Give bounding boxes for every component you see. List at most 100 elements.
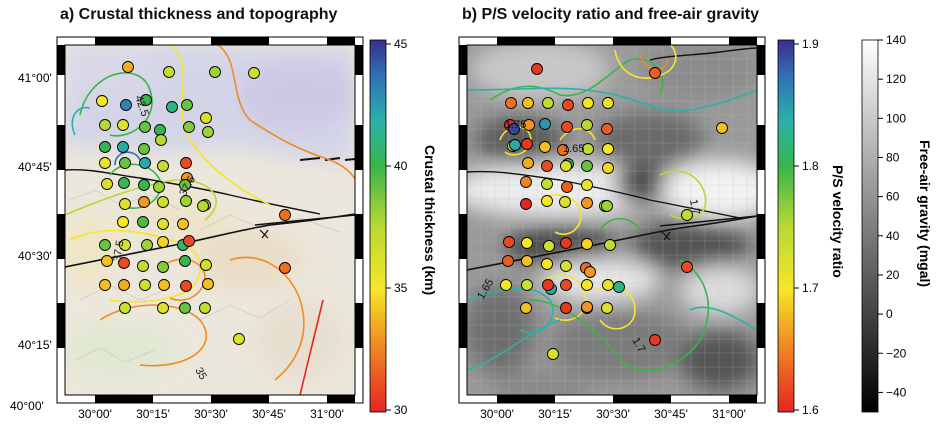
station-marker (581, 301, 593, 313)
station-marker (500, 279, 512, 291)
station-marker (520, 198, 532, 210)
station-marker (561, 181, 573, 193)
station-marker (557, 144, 569, 156)
lon-tick-label: 30°30' (596, 407, 630, 421)
contour-label: 35 (192, 366, 209, 383)
lat-tick-label: 40°30' (18, 249, 52, 263)
contour-label: 1.75 (505, 119, 526, 131)
colorbar-tick: 40 (886, 229, 900, 243)
station-marker (541, 258, 553, 270)
colorbar-tick: 20 (886, 268, 900, 282)
station-marker (137, 260, 149, 272)
station-marker (582, 143, 594, 155)
station-marker (649, 67, 661, 79)
station-marker (508, 123, 520, 135)
station-marker (541, 160, 553, 172)
lon-tick-label: 30°45' (252, 407, 286, 421)
colorbar-label: Crustal thickness (km) (422, 145, 438, 295)
station-marker (179, 179, 191, 191)
lat-tick-label: 40°00' (10, 399, 44, 413)
station-marker (157, 261, 169, 273)
station-marker (96, 95, 108, 107)
lon-tick-label: 30°15' (136, 407, 170, 421)
station-marker (138, 143, 150, 155)
colorbar-label: Free-air gravity (mgal) (917, 140, 933, 287)
colorbar-tick: 120 (886, 72, 906, 86)
lon-tick-label: 30°00' (78, 407, 112, 421)
station-marker (99, 157, 111, 169)
station-marker (649, 334, 661, 346)
station-marker (101, 178, 113, 190)
station-marker (560, 279, 572, 291)
station-marker (122, 61, 134, 73)
station-marker (502, 255, 514, 267)
vp-vs-colorbar: 1.9 1.8 1.7 1.6 P/S velocity ratio (777, 37, 846, 417)
station-marker (179, 302, 191, 314)
station-marker (154, 124, 166, 136)
station-marker (158, 279, 170, 291)
lon-tick-label: 30°15' (538, 407, 572, 421)
station-marker (99, 239, 111, 251)
station-marker (180, 195, 192, 207)
station-marker (602, 97, 614, 109)
station-marker (197, 200, 209, 212)
station-marker (604, 239, 616, 251)
contour-label: 37.5 (111, 239, 127, 262)
station-marker (505, 97, 517, 109)
crustal-thickness-colorbar: 45 40 35 30 Crustal thickness (km) (369, 37, 438, 417)
station-marker (581, 238, 593, 250)
station-marker (139, 279, 151, 291)
station-marker (582, 97, 594, 109)
station-marker (181, 99, 193, 111)
colorbar-tick: 0 (886, 307, 893, 321)
station-marker (117, 141, 129, 153)
contour-label: 1.7 (687, 198, 701, 215)
station-marker (521, 255, 533, 267)
station-marker (120, 99, 132, 111)
station-marker (202, 126, 214, 138)
station-marker (539, 141, 551, 153)
lon-tick-label: 30°30' (194, 407, 228, 421)
station-marker (117, 216, 129, 228)
panel-b-frame (458, 36, 766, 404)
station-marker (177, 218, 189, 230)
station-marker (119, 239, 131, 251)
station-marker (180, 157, 192, 169)
station-marker (539, 118, 551, 130)
station-marker (542, 97, 554, 109)
station-marker (209, 66, 221, 78)
station-marker (541, 195, 553, 207)
colorbar-tick: 35 (394, 281, 408, 295)
station-marker (141, 239, 153, 251)
station-marker (279, 262, 291, 274)
colorbar-label: P/S velocity ratio (830, 165, 846, 278)
station-marker (180, 280, 192, 292)
station-marker (559, 196, 571, 208)
station-marker (562, 99, 574, 111)
station-marker (183, 235, 195, 247)
station-marker (119, 198, 131, 210)
colorbar-tick: 45 (394, 37, 408, 51)
lon-tick-label: 31°00' (712, 407, 746, 421)
station-marker (233, 333, 245, 345)
station-marker (118, 279, 130, 291)
panel-a-map: 42.5 37.5 37.5 35 41°00' 40°45' 40°30' 4… (10, 36, 364, 421)
station-marker (581, 197, 593, 209)
station-marker (157, 218, 169, 230)
colorbar-tick: 30 (394, 403, 408, 417)
station-marker (140, 94, 152, 106)
station-marker (248, 67, 260, 79)
station-marker (522, 97, 534, 109)
panel-a-stations (96, 61, 291, 345)
station-marker (602, 279, 614, 291)
station-marker (157, 236, 169, 248)
panel-b-title: b) P/S velocity ratio and free-air gravi… (462, 6, 759, 23)
station-marker (601, 123, 613, 135)
station-marker (602, 143, 614, 155)
station-marker (543, 240, 555, 252)
station-marker (138, 179, 150, 191)
panel-a-title: a) Crustal thickness and topography (60, 6, 338, 23)
station-marker (601, 302, 613, 314)
panel-b-map: 1.75 1.65 1.7 1.65 1.7 30°00' 30°15' 30°… (458, 36, 766, 421)
